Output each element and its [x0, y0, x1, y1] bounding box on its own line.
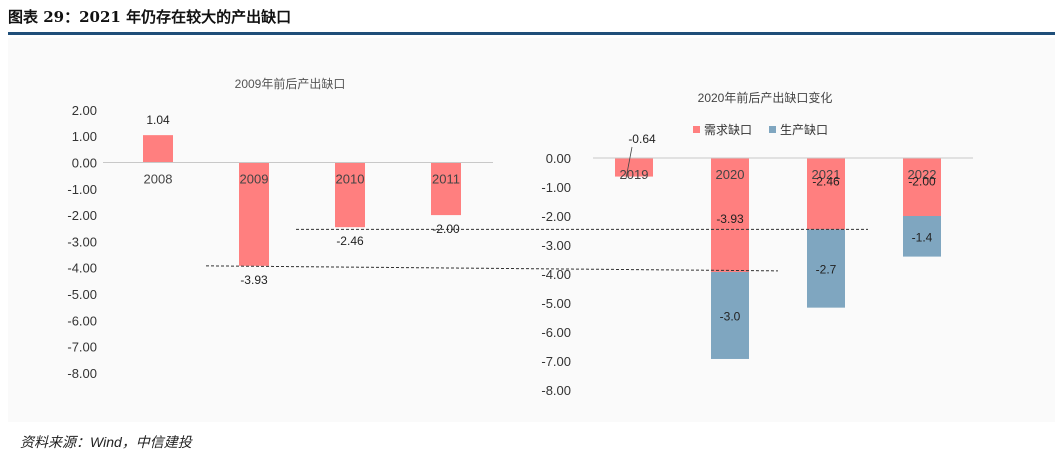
chart2-legend-label: 需求缺口: [704, 122, 752, 137]
chart1-ytick: -5.00: [67, 287, 97, 302]
chart2-value-label: -2.7: [816, 262, 837, 276]
chart1-value-label: 1.04: [146, 113, 170, 127]
charts-svg: 2009年前后产出缺口 2.00 1.00 0.00 -1.00 -2.00 -3.00 -4…: [67, 76, 973, 398]
chart2-ytick: -8.00: [541, 383, 571, 398]
chart2-ytick: -5.00: [541, 296, 571, 311]
chart1-bar: [143, 135, 173, 163]
chart2-bar-demand: [615, 158, 653, 177]
chart2-ytick: -1.00: [541, 180, 571, 195]
chart2-value-label: -2.00: [908, 175, 936, 189]
chart1-xtick: 2010: [336, 172, 365, 187]
chart2-value-label: -3.0: [720, 309, 741, 323]
chart2-legend-swatch: [769, 126, 776, 133]
chart2-xtick: 2022: [908, 167, 937, 182]
chart1-bar: [335, 162, 365, 228]
chart2-bar-demand: [807, 158, 845, 230]
chart1-ytick: -3.00: [67, 234, 97, 249]
chart2-bar-production: [711, 271, 749, 359]
chart1-ytick: -1.00: [67, 182, 97, 197]
chart1-xtick: 2008: [144, 172, 173, 187]
chart2-legend-swatch: [693, 126, 700, 133]
chart2-bar-demand: [711, 158, 749, 272]
chart1-ytick: -4.00: [67, 261, 97, 276]
chart2-value-label: -0.64: [628, 132, 656, 146]
chart2-ytick: 0.00: [546, 151, 571, 166]
chart1-ytick: 1.00: [72, 129, 97, 144]
chart1-xtick: 2011: [432, 172, 460, 187]
chart2-bar-production: [807, 229, 845, 308]
chart2-legend-label: 生产缺口: [780, 122, 828, 137]
chart2-xtick: 2020: [716, 167, 745, 182]
chart1-ytick: -6.00: [67, 313, 97, 328]
chart1-ytick: -2.00: [67, 208, 97, 223]
chart1-bar: [431, 162, 461, 216]
chart2-value-label: -2.46: [812, 175, 840, 189]
chart-area: 2009年前后产出缺口 2.00 1.00 0.00 -1.00 -2.00 -3.00 -4…: [8, 38, 1055, 422]
chart2-xtick: 2019: [620, 167, 649, 182]
title-rule: [8, 32, 1055, 35]
chart2-label-leader: [625, 146, 633, 179]
chart2-ytick: -4.00: [541, 267, 571, 282]
reference-line-2020: [205, 265, 779, 272]
chart1-bar: [239, 162, 269, 266]
chart2-bar-demand: [903, 158, 941, 216]
chart2-value-label: -1.4: [912, 230, 933, 244]
chart1-value-label: -2.46: [336, 234, 364, 248]
chart2-xtick: 2021: [812, 167, 841, 182]
chart1-ytick: 2.00: [72, 103, 97, 118]
chart1-ytick: 0.00: [72, 156, 97, 171]
source-note: 资料来源：Wind，中信建投: [20, 434, 192, 450]
chart2-value-label: -3.93: [716, 212, 744, 226]
chart2-ytick: -7.00: [541, 354, 571, 369]
chart1-ytick: -7.00: [67, 340, 97, 355]
chart2-ytick: -3.00: [541, 238, 571, 253]
chart2-ytick: -6.00: [541, 325, 571, 340]
chart2-bar-production: [903, 216, 941, 257]
chart1-title: 2009年前后产出缺口: [235, 76, 346, 91]
figure-title: 图表 29：2021 年仍存在较大的产出缺口: [8, 8, 292, 26]
chart1-xtick: 2009: [240, 172, 269, 187]
chart2-ytick: -2.00: [541, 209, 571, 224]
chart2-title: 2020年前后产出缺口变化: [698, 90, 833, 105]
chart1-ytick: -8.00: [67, 366, 97, 381]
chart1-value-label: -3.93: [240, 273, 268, 287]
